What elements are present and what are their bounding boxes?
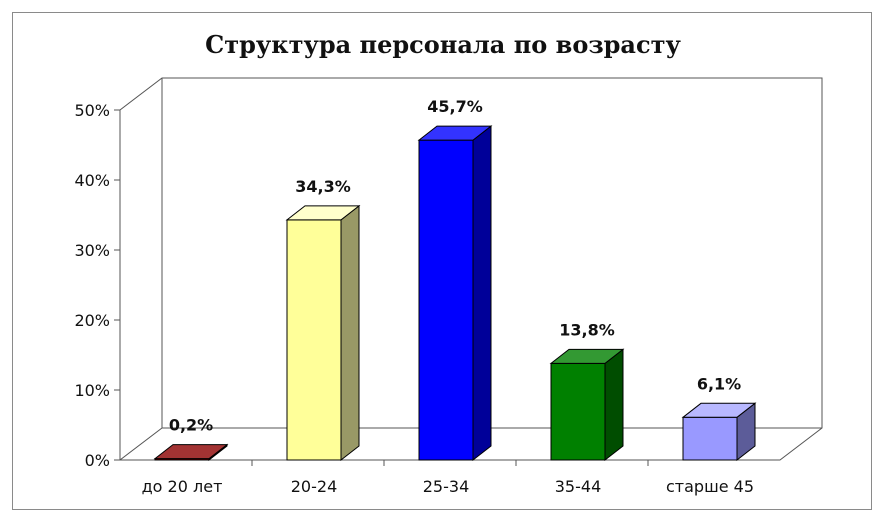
data-label: 0,2% xyxy=(169,416,213,435)
bar-top xyxy=(417,125,493,141)
x-axis-categories: до 20 лет 20-24 25-34 35-44 старше 45 xyxy=(142,460,754,496)
bar-front xyxy=(418,139,474,461)
category-label: 20-24 xyxy=(291,477,338,496)
category-label: 35-44 xyxy=(555,477,602,496)
category-label: старше 45 xyxy=(666,477,754,496)
bar xyxy=(549,348,625,462)
bar-top xyxy=(549,348,625,364)
bar-side xyxy=(604,348,624,462)
chart-walls xyxy=(118,77,823,461)
data-labels: 0,2% 34,3% 45,7% 13,8% 6,1% xyxy=(169,97,741,435)
y-tick-label: 30% xyxy=(74,241,110,260)
bar xyxy=(417,125,493,462)
bar-top xyxy=(285,205,361,221)
bar-top xyxy=(153,444,229,460)
chart-wall-outline xyxy=(118,77,823,461)
category-label: 25-34 xyxy=(423,477,470,496)
bar-front xyxy=(682,416,738,461)
chart-title: Структура персонала по возрасту xyxy=(205,30,681,59)
bar-side xyxy=(340,204,360,462)
data-label: 13,8% xyxy=(559,320,615,339)
y-tick-label: 50% xyxy=(74,101,110,120)
bar-side xyxy=(472,125,492,462)
bar xyxy=(681,402,757,462)
data-label: 34,3% xyxy=(295,177,351,196)
bar xyxy=(153,443,229,462)
y-tick-label: 20% xyxy=(74,311,110,330)
data-label: 45,7% xyxy=(427,97,483,116)
data-label: 6,1% xyxy=(697,374,741,393)
bars xyxy=(153,125,757,462)
y-tick-label: 40% xyxy=(74,171,110,190)
bar-front xyxy=(286,219,342,461)
category-label: до 20 лет xyxy=(142,477,223,496)
bar-top xyxy=(681,402,757,418)
y-tick-label: 10% xyxy=(74,381,110,400)
bar-front xyxy=(550,362,606,461)
y-tick-label: 0% xyxy=(85,451,110,470)
y-axis-ticks: 0% 10% 20% 30% 40% 50% xyxy=(74,101,120,470)
bar xyxy=(285,204,361,462)
